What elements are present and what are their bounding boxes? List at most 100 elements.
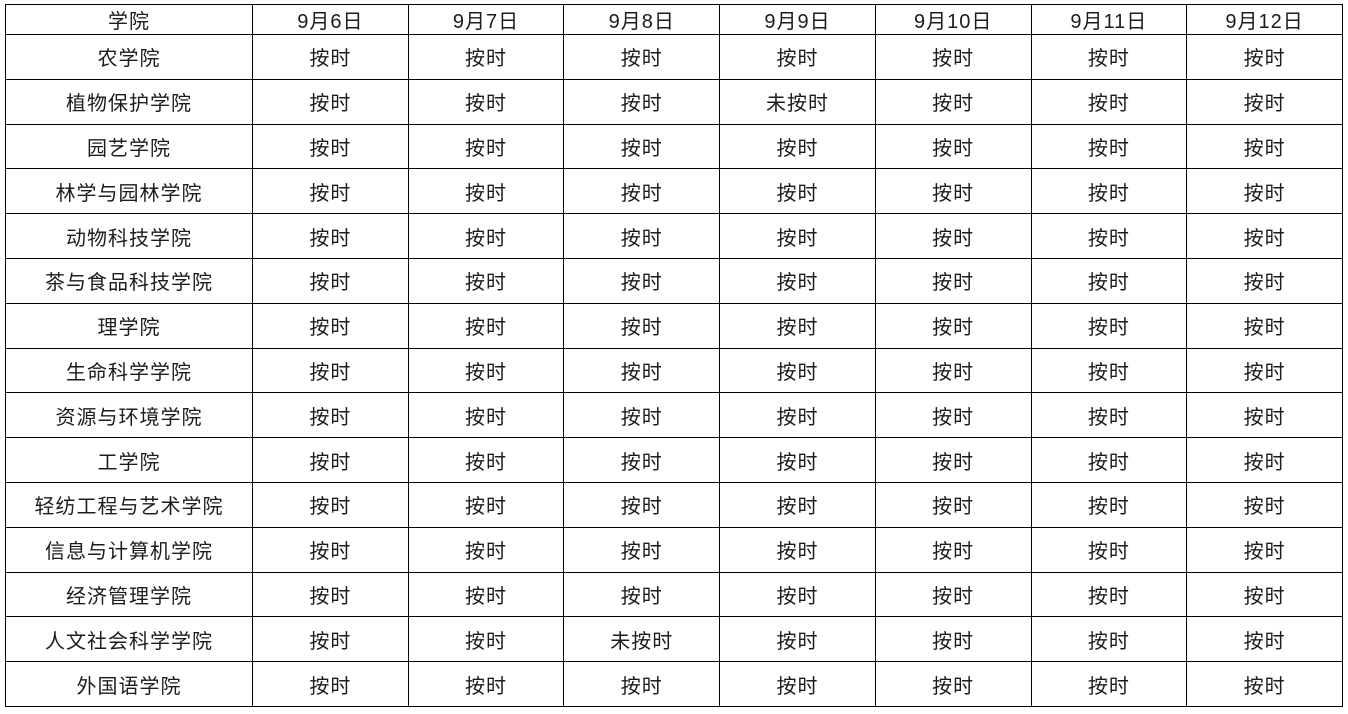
college-cell: 生命科学学院	[5, 347, 253, 394]
status-cell: 按时	[719, 347, 876, 394]
status-cell: 按时	[252, 661, 409, 707]
status-cell: 按时	[563, 302, 721, 349]
status-cell: 按时	[563, 123, 721, 170]
status-cell: 按时	[1030, 661, 1188, 707]
college-cell: 外国语学院	[5, 661, 253, 707]
status-cell: 按时	[407, 392, 565, 439]
status-cell: 按时	[1030, 168, 1188, 215]
status-cell: 按时	[252, 392, 409, 439]
status-cell: 按时	[719, 392, 876, 439]
college-cell: 茶与食品科技学院	[5, 257, 253, 304]
status-cell: 按时	[407, 34, 565, 80]
status-cell: 按时	[1030, 437, 1188, 483]
status-cell: 按时	[719, 661, 876, 707]
status-cell: 按时	[719, 437, 876, 483]
status-cell: 按时	[1186, 616, 1343, 663]
status-cell: 按时	[407, 78, 565, 125]
status-cell: 按时	[874, 123, 1032, 170]
status-cell: 按时	[252, 616, 409, 663]
table-row: 信息与计算机学院 按时 按时 按时 按时 按时 按时 按时	[5, 526, 1343, 573]
status-cell: 按时	[1186, 526, 1343, 573]
status-cell: 按时	[252, 213, 409, 259]
status-cell: 按时	[252, 526, 409, 573]
status-cell: 按时	[1030, 526, 1188, 573]
status-cell: 按时	[252, 257, 409, 304]
header-row: 学院 9月6日 9月7日 9月8日 9月9日 9月10日 9月11日 9月12日	[5, 4, 1343, 35]
status-cell: 按时	[252, 123, 409, 170]
status-cell: 按时	[874, 481, 1032, 528]
date-column-header: 9月9日	[719, 4, 876, 35]
status-cell: 按时	[1186, 257, 1343, 304]
status-cell: 按时	[563, 437, 721, 483]
status-cell: 按时	[874, 257, 1032, 304]
date-column-header: 9月8日	[563, 4, 721, 35]
status-cell: 按时	[719, 302, 876, 349]
status-cell: 按时	[719, 481, 876, 528]
table-row: 外国语学院 按时 按时 按时 按时 按时 按时 按时	[5, 661, 1343, 707]
status-cell: 按时	[407, 437, 565, 483]
status-cell: 按时	[252, 168, 409, 215]
status-cell: 按时	[719, 571, 876, 618]
status-cell: 按时	[407, 616, 565, 663]
status-cell: 按时	[874, 302, 1032, 349]
date-column-header: 9月7日	[407, 4, 565, 35]
status-cell: 按时	[407, 347, 565, 394]
status-cell: 按时	[1186, 123, 1343, 170]
status-cell: 按时	[252, 571, 409, 618]
status-cell: 按时	[252, 34, 409, 80]
date-column-header: 9月11日	[1030, 4, 1188, 35]
table-row: 茶与食品科技学院 按时 按时 按时 按时 按时 按时 按时	[5, 257, 1343, 304]
status-cell: 按时	[563, 481, 721, 528]
college-cell: 信息与计算机学院	[5, 526, 253, 573]
table-body: 农学院 按时 按时 按时 按时 按时 按时 按时 植物保护学院 按时 按时 按时 未按时 按时 按时 按时 园艺…	[5, 34, 1343, 707]
status-cell: 未按时	[719, 78, 876, 125]
status-cell: 按时	[1030, 34, 1188, 80]
status-cell: 按时	[1030, 481, 1188, 528]
table-row: 人文社会科学学院 按时 按时 未按时 按时 按时 按时 按时	[5, 616, 1343, 663]
table-row: 林学与园林学院 按时 按时 按时 按时 按时 按时 按时	[5, 168, 1343, 215]
status-cell: 按时	[719, 123, 876, 170]
status-cell: 按时	[719, 168, 876, 215]
status-cell: 按时	[1186, 347, 1343, 394]
table-row: 园艺学院 按时 按时 按时 按时 按时 按时 按时	[5, 123, 1343, 170]
status-cell: 按时	[252, 437, 409, 483]
table-row: 植物保护学院 按时 按时 按时 未按时 按时 按时 按时	[5, 78, 1343, 125]
status-cell: 按时	[252, 347, 409, 394]
status-cell: 按时	[407, 123, 565, 170]
status-cell: 按时	[1186, 571, 1343, 618]
table-row: 动物科技学院 按时 按时 按时 按时 按时 按时 按时	[5, 213, 1343, 259]
status-cell: 按时	[252, 78, 409, 125]
table-row: 经济管理学院 按时 按时 按时 按时 按时 按时 按时	[5, 571, 1343, 618]
college-cell: 人文社会科学学院	[5, 616, 253, 663]
status-cell: 按时	[1030, 257, 1188, 304]
status-cell: 按时	[874, 392, 1032, 439]
status-cell: 按时	[563, 213, 721, 259]
status-cell: 按时	[407, 571, 565, 618]
status-cell: 按时	[407, 526, 565, 573]
status-cell: 按时	[874, 437, 1032, 483]
college-cell: 林学与园林学院	[5, 168, 253, 215]
college-column-header: 学院	[5, 4, 253, 35]
status-cell: 按时	[252, 481, 409, 528]
status-cell: 按时	[874, 571, 1032, 618]
date-column-header: 9月12日	[1186, 4, 1343, 35]
status-cell: 按时	[719, 616, 876, 663]
date-column-header: 9月6日	[252, 4, 409, 35]
status-cell: 按时	[874, 661, 1032, 707]
college-cell: 理学院	[5, 302, 253, 349]
table-row: 工学院 按时 按时 按时 按时 按时 按时 按时	[5, 437, 1343, 483]
status-cell: 按时	[1186, 437, 1343, 483]
status-cell: 按时	[1186, 392, 1343, 439]
status-cell: 按时	[1030, 123, 1188, 170]
college-cell: 轻纺工程与艺术学院	[5, 481, 253, 528]
status-cell: 按时	[1030, 302, 1188, 349]
status-cell: 按时	[1186, 78, 1343, 125]
table-row: 资源与环境学院 按时 按时 按时 按时 按时 按时 按时	[5, 392, 1343, 439]
table-row: 轻纺工程与艺术学院 按时 按时 按时 按时 按时 按时 按时	[5, 481, 1343, 528]
college-cell: 园艺学院	[5, 123, 253, 170]
college-cell: 经济管理学院	[5, 571, 253, 618]
status-cell: 按时	[563, 661, 721, 707]
status-cell: 按时	[407, 168, 565, 215]
status-cell: 按时	[563, 34, 721, 80]
status-cell: 按时	[719, 213, 876, 259]
